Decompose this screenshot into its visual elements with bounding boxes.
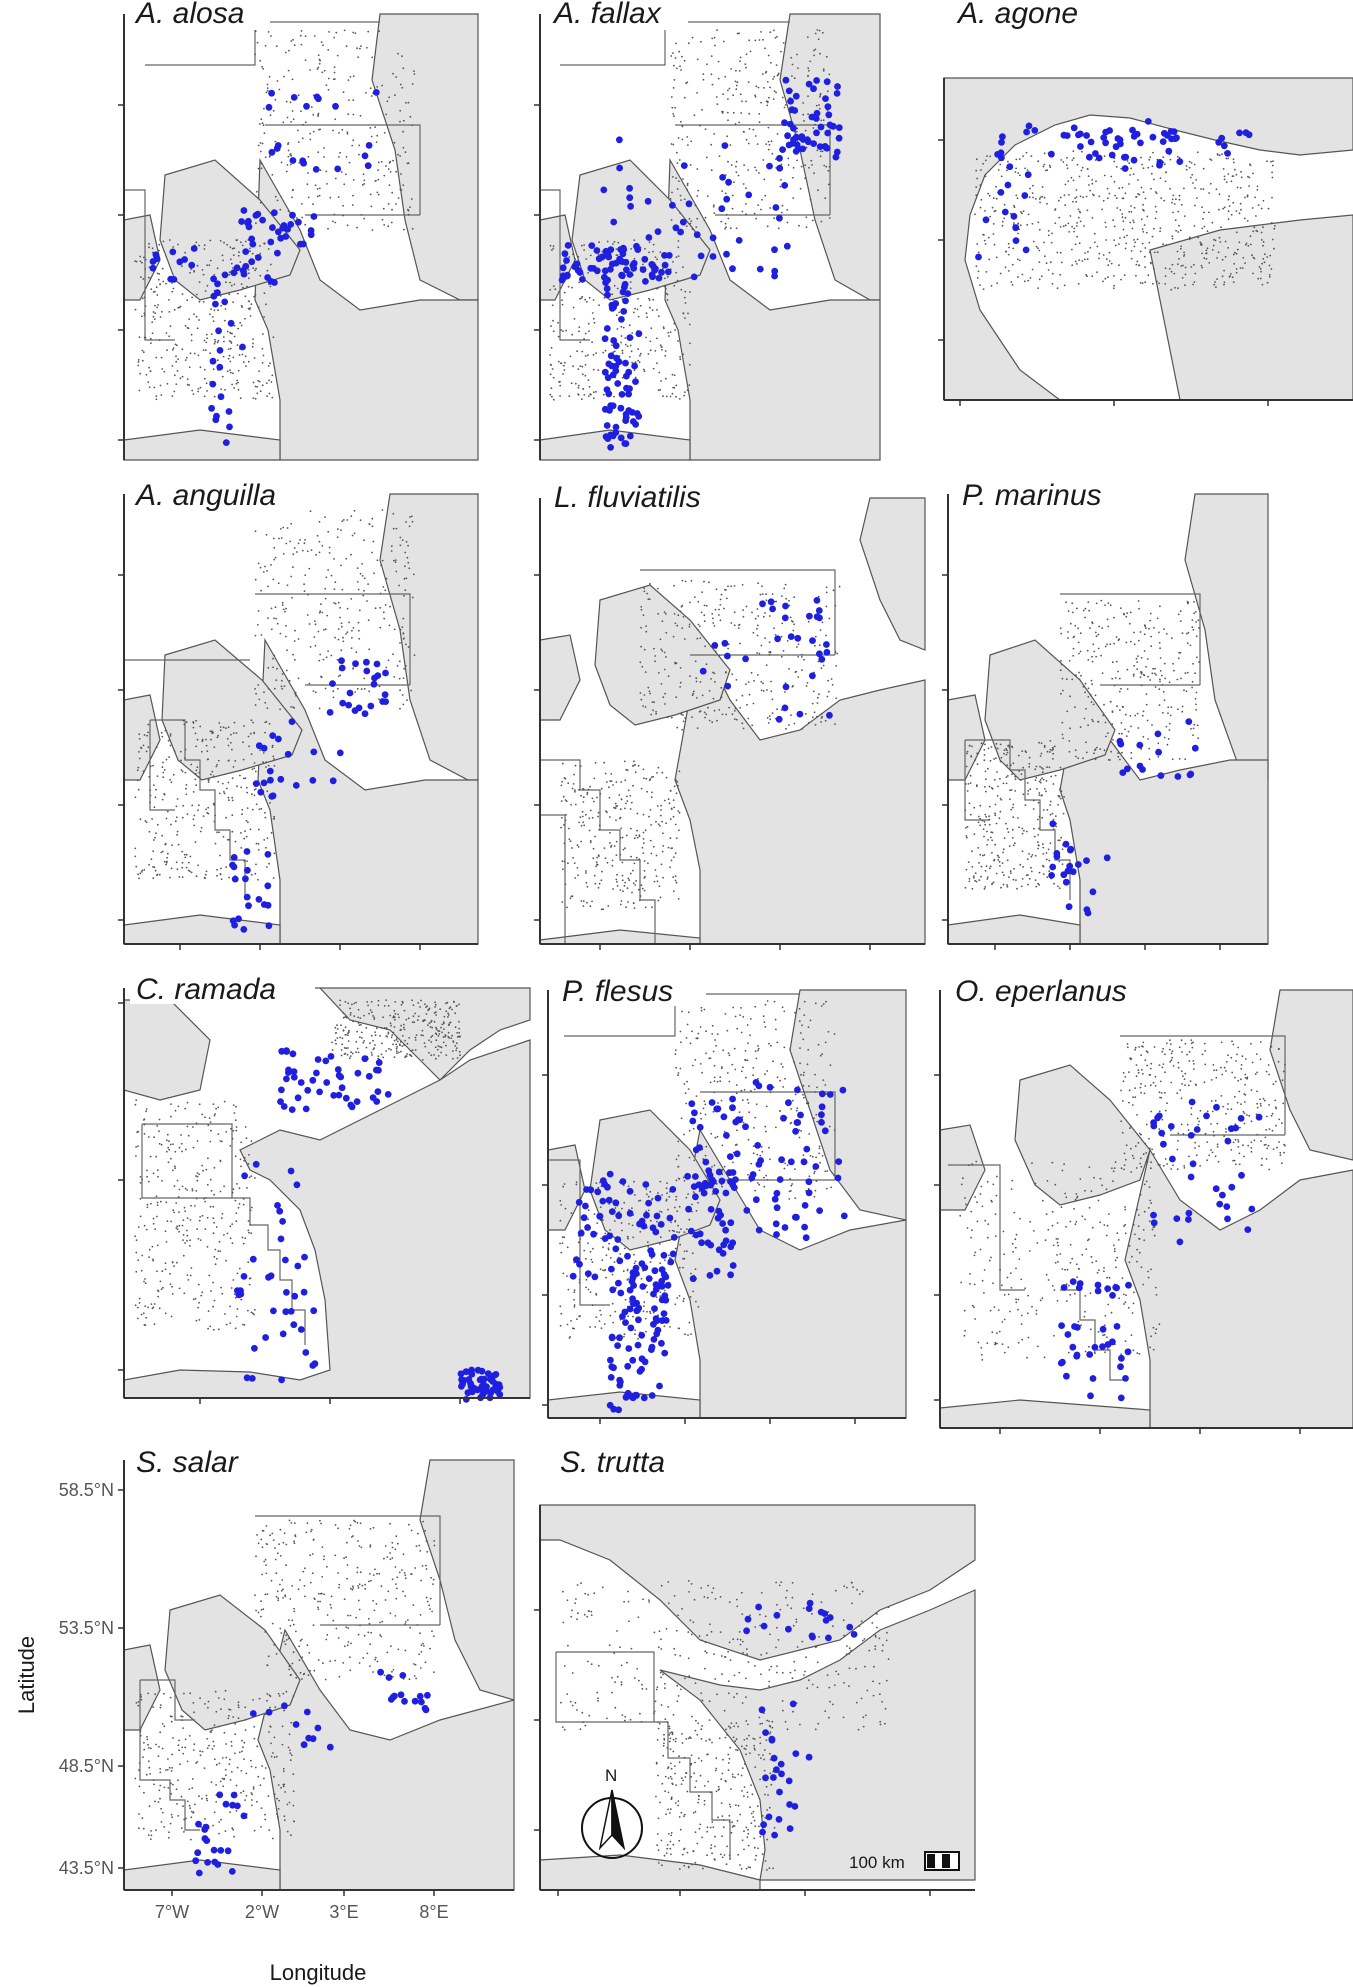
survey-points (560, 1580, 890, 1871)
scale-bar-label: 100 km (849, 1853, 905, 1872)
x-axis-label: Longitude (270, 1960, 367, 1985)
panel-title: O. eperlanus (955, 975, 1127, 1008)
land-masses (123, 987, 531, 1399)
panel-p-flesus: P. flesus (542, 974, 907, 1424)
x-tick-labels: 7°W 2°W 3°E 8°E (155, 1902, 449, 1922)
x-tick-2w: 2°W (245, 1902, 279, 1922)
panel-title: L. fluviatilis (554, 481, 701, 514)
y-axis-label: Latitude (14, 1636, 39, 1714)
title-bg (556, 974, 706, 1006)
title-bg (130, 972, 315, 1004)
axis-ticks (542, 1074, 856, 1424)
x-tick-7w: 7°W (155, 1902, 189, 1922)
occurrence-records (975, 118, 1253, 261)
panel-a-alosa: A. alosa (118, 0, 479, 461)
panel-s-salar: S. salar (118, 1442, 515, 1896)
survey-points (559, 1000, 836, 1341)
sampling-boundaries (964, 593, 1201, 900)
occurrence-records (234, 1047, 504, 1403)
panel-title: A. alosa (134, 0, 244, 30)
panel-l-fluviatilis: L. fluviatilis (534, 480, 926, 950)
sampling-boundaries (139, 1515, 441, 1831)
title-bg (130, 1442, 260, 1476)
panel-c-ramada: C. ramada (118, 972, 531, 1404)
sampling-boundaries (540, 569, 836, 944)
panel-title: S. salar (136, 1446, 239, 1479)
land-masses (539, 497, 926, 945)
land-masses (939, 989, 1353, 1429)
survey-points (134, 1519, 436, 1841)
axis-ticks (534, 574, 871, 950)
occurrence-records (699, 597, 833, 723)
panel-title: A. anguilla (134, 479, 276, 512)
y-tick-53-5: 53.5°N (59, 1618, 114, 1638)
occurrence-records (743, 1599, 858, 1839)
survey-points (560, 579, 841, 911)
panel-title: A. fallax (552, 0, 662, 30)
sampling-boundaries (124, 21, 421, 341)
panel-title: C. ramada (136, 973, 276, 1006)
occurrence-records (229, 657, 389, 933)
panel-a-fallax: A. fallax (534, 0, 881, 461)
north-label: N (605, 1766, 617, 1785)
title-bg (130, 0, 270, 30)
occurrence-records (558, 76, 843, 451)
occurrence-records (569, 1079, 848, 1414)
y-axis-ticks (118, 104, 124, 441)
panel-p-marinus: P. marinus (942, 478, 1269, 950)
panel-title: P. marinus (962, 479, 1102, 512)
x-tick-8e: 8°E (419, 1902, 448, 1922)
title-bg (548, 480, 728, 512)
land-masses (123, 13, 479, 461)
survey-points (959, 1039, 1286, 1361)
survey-points (134, 999, 461, 1331)
panel-s-trutta: S. trutta N 100 km (534, 1446, 976, 1896)
scale-bar: 100 km (849, 1851, 960, 1872)
panel-a-anguilla: A. anguilla (118, 478, 479, 950)
panel-title: P. flesus (562, 975, 673, 1008)
land-masses (539, 1504, 976, 1891)
survey-points (974, 150, 1276, 291)
north-arrow: N (581, 1766, 643, 1859)
axis-ticks (118, 574, 421, 950)
title-bg (956, 478, 1126, 510)
y-tick-43-5: 43.5°N (59, 1858, 114, 1878)
axis-ticks (938, 139, 1269, 406)
x-tick-3e: 3°E (329, 1902, 358, 1922)
sampling-boundaries (540, 21, 831, 341)
y-tick-48-5: 48.5°N (59, 1756, 114, 1776)
panel-o-eperlanus: O. eperlanus (934, 974, 1353, 1434)
title-bg (548, 0, 688, 30)
y-tick-labels: 58.5°N 53.5°N 48.5°N 43.5°N (59, 1480, 114, 1878)
axis-ticks (118, 1489, 435, 1896)
occurrence-records (192, 1668, 431, 1877)
occurrence-records (1048, 718, 1199, 917)
axis-ticks (934, 1074, 1301, 1434)
panel-title: S. trutta (560, 1446, 665, 1479)
survey-points (964, 599, 1200, 890)
land-masses (123, 1459, 515, 1891)
occurrence-records (149, 89, 380, 446)
y-tick-58-5: 58.5°N (59, 1480, 114, 1500)
y-axis-ticks (534, 104, 540, 441)
panel-title: A. agone (956, 0, 1078, 30)
land-masses (947, 493, 1269, 945)
panel-a-agone: A. agone (938, 0, 1353, 406)
land-masses (547, 989, 907, 1419)
axis-ticks (118, 1002, 461, 1404)
sampling-boundaries (555, 1651, 731, 1860)
title-bg (130, 478, 300, 510)
axis-ticks (942, 574, 1221, 950)
occurrence-records (1057, 1098, 1263, 1402)
title-bg (948, 974, 1148, 1006)
axis-ticks (534, 1609, 931, 1896)
